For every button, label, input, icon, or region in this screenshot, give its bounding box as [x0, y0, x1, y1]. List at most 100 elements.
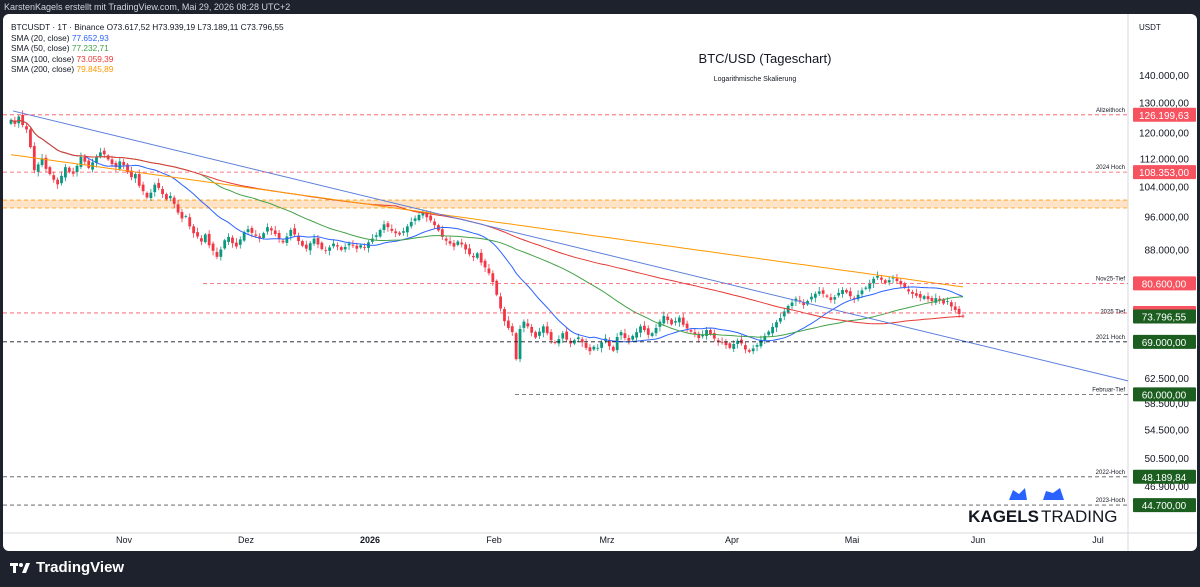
candle-body — [456, 241, 460, 245]
candle-body — [864, 287, 868, 289]
level-name: 2021 Hoch — [1096, 335, 1125, 341]
candle-body — [608, 340, 611, 347]
candle-body — [751, 348, 755, 352]
candle-body — [530, 326, 534, 333]
candle-body — [425, 212, 429, 218]
candle-body — [118, 161, 122, 169]
candle-body — [553, 341, 557, 343]
candle-body — [557, 339, 561, 344]
candle-body — [918, 294, 922, 298]
price-chart[interactable]: BTC/USD (Tageschart) Logarithmische Skali… — [3, 14, 1197, 551]
candle-body — [580, 339, 584, 343]
candle-body — [872, 278, 876, 284]
candle-body — [852, 297, 856, 299]
legend-sma50: SMA (50, close) 77.232,71 — [11, 43, 284, 54]
candle-body — [848, 291, 852, 297]
candle-body — [491, 273, 495, 283]
candle-body — [289, 229, 293, 236]
candle-body — [223, 240, 227, 249]
candle-body — [95, 156, 98, 163]
candle-body — [891, 277, 895, 279]
candle-body — [246, 229, 250, 233]
descending-trendline — [12, 110, 1129, 382]
candle-body — [405, 226, 409, 233]
candle-body — [922, 296, 926, 299]
candle-body — [775, 322, 778, 328]
candle-body — [681, 317, 685, 325]
price-tag-label: 108.353,00 — [1139, 168, 1189, 179]
symbol-ohlc: BTCUSDT · 1T · Binance O73.617,52 H73.93… — [11, 22, 284, 32]
candle-body — [705, 330, 708, 336]
candle-body — [845, 289, 848, 293]
sma50-line — [10, 119, 964, 338]
candle-body — [161, 189, 164, 195]
candle-body — [200, 238, 203, 242]
candle-body — [615, 336, 619, 351]
candle-body — [693, 332, 697, 335]
candle-body — [825, 295, 829, 297]
y-tick-label: 140.000,00 — [1139, 71, 1189, 82]
candle-body — [339, 247, 343, 250]
legend-sma100-label: SMA (100, close) — [11, 53, 75, 64]
price-tag-label: 80.600,00 — [1142, 279, 1187, 290]
candle-body — [130, 170, 133, 178]
price-tag — [1133, 165, 1196, 180]
candle-body — [887, 280, 891, 283]
candle-body — [895, 278, 899, 282]
candle-body — [670, 319, 673, 325]
candle-body — [600, 342, 604, 348]
chart-subtitle: Logarithmische Skalierung — [714, 76, 797, 83]
x-month-label: Mrz — [600, 535, 615, 545]
y-tick-label: 96.000,00 — [1145, 213, 1190, 224]
candle-body — [747, 350, 751, 352]
candle-body — [736, 340, 740, 345]
candle-body — [394, 231, 398, 234]
candle-body — [709, 330, 712, 335]
x-month-label: Dez — [238, 535, 255, 545]
candle-body — [316, 238, 320, 245]
candle-body — [654, 327, 658, 334]
x-month-label: Mai — [845, 535, 860, 545]
y-tick-label: 62.500,00 — [1145, 374, 1190, 385]
candle-body — [635, 332, 638, 338]
candle-body — [759, 340, 763, 347]
price-tag-label: 126.199,63 — [1139, 111, 1189, 122]
candle-body — [479, 252, 483, 263]
candle-body — [712, 333, 716, 339]
candle-body — [817, 291, 821, 294]
candle-body — [468, 248, 471, 255]
price-tag-label: 69.000,00 — [1142, 338, 1187, 349]
candle-body — [386, 223, 390, 228]
candle-body — [332, 243, 335, 247]
candle-body — [623, 333, 627, 339]
candle-body — [677, 317, 681, 323]
candle-body — [627, 338, 631, 341]
candle-body — [359, 245, 363, 248]
price-tag — [1133, 469, 1196, 484]
candle-body — [930, 297, 934, 302]
candle-body — [56, 179, 60, 185]
level-name: Allzeithoch — [1096, 108, 1125, 114]
candle-body — [324, 250, 328, 252]
candle-body — [942, 299, 945, 304]
legend-sma100: SMA (100, close) 73.059,39 — [11, 54, 284, 65]
candle-body — [914, 293, 918, 296]
candle-body — [934, 298, 938, 303]
candle-body — [133, 174, 137, 179]
y-tick-label: 88.000,00 — [1145, 245, 1190, 256]
y-tick-label: 50.500,00 — [1145, 454, 1190, 465]
candle-body — [196, 232, 199, 237]
tradingview-logo[interactable]: TradingView — [10, 559, 124, 576]
candle-body — [802, 302, 806, 305]
candle-body — [534, 332, 537, 338]
candle-body — [281, 240, 285, 243]
level-name: 2025 Tief — [1100, 310, 1125, 316]
candle-body — [137, 174, 141, 186]
candle-body — [21, 114, 25, 126]
candle-body — [207, 233, 211, 246]
candle-body — [806, 301, 809, 305]
candle-body — [813, 293, 817, 298]
candle-body — [114, 162, 118, 168]
candle-body — [576, 337, 580, 340]
candle-body — [689, 330, 693, 332]
